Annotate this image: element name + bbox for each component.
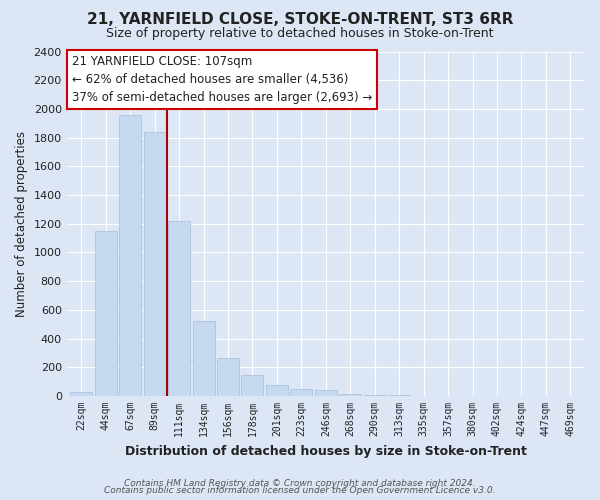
Text: 21 YARNFIELD CLOSE: 107sqm
← 62% of detached houses are smaller (4,536)
37% of s: 21 YARNFIELD CLOSE: 107sqm ← 62% of deta…	[72, 55, 372, 104]
Text: 21, YARNFIELD CLOSE, STOKE-ON-TRENT, ST3 6RR: 21, YARNFIELD CLOSE, STOKE-ON-TRENT, ST3…	[87, 12, 513, 28]
Bar	[168, 221, 190, 396]
Y-axis label: Number of detached properties: Number of detached properties	[15, 131, 28, 317]
Bar	[364, 395, 386, 396]
Bar	[315, 390, 337, 396]
Bar	[143, 132, 166, 396]
Bar	[193, 322, 215, 396]
Text: Size of property relative to detached houses in Stoke-on-Trent: Size of property relative to detached ho…	[106, 28, 494, 40]
Bar	[217, 358, 239, 396]
Bar	[290, 389, 313, 396]
Bar	[95, 231, 117, 396]
Bar	[339, 394, 361, 396]
X-axis label: Distribution of detached houses by size in Stoke-on-Trent: Distribution of detached houses by size …	[125, 444, 527, 458]
Bar	[119, 114, 141, 396]
Bar	[266, 385, 288, 396]
Text: Contains HM Land Registry data © Crown copyright and database right 2024.: Contains HM Land Registry data © Crown c…	[124, 478, 476, 488]
Bar	[70, 392, 92, 396]
Bar	[241, 375, 263, 396]
Text: Contains public sector information licensed under the Open Government Licence v3: Contains public sector information licen…	[104, 486, 496, 495]
